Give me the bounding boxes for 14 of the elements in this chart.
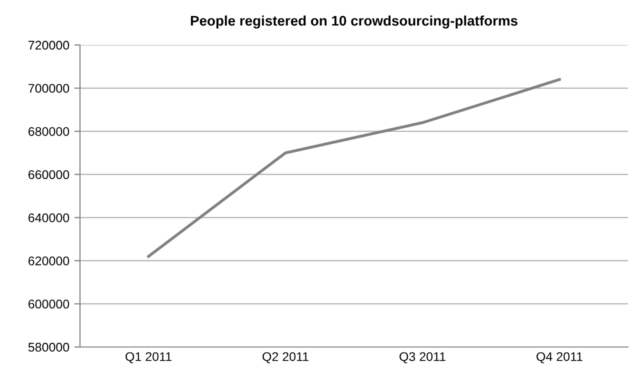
y-tick-label: 640000 [28,213,70,222]
line-series [147,78,561,258]
y-tick-label: 580000 [28,342,70,352]
x-tick-label: Q1 2011 [126,352,172,364]
y-tick-label: 660000 [28,170,70,180]
y-tick-label: 720000 [28,40,70,50]
y-tick-label: 680000 [28,127,70,136]
x-tick-label: Q2 2011 [262,352,308,364]
y-tick-label: 700000 [28,84,70,93]
y-tick-label: 600000 [28,300,70,309]
x-tick-label: Q4 2011 [536,352,582,364]
y-tick-label: 620000 [28,256,70,266]
x-tick-label: Q3 2011 [400,352,446,364]
chart-title: People registered on 10 crowdsourcing-platforms [190,15,518,28]
